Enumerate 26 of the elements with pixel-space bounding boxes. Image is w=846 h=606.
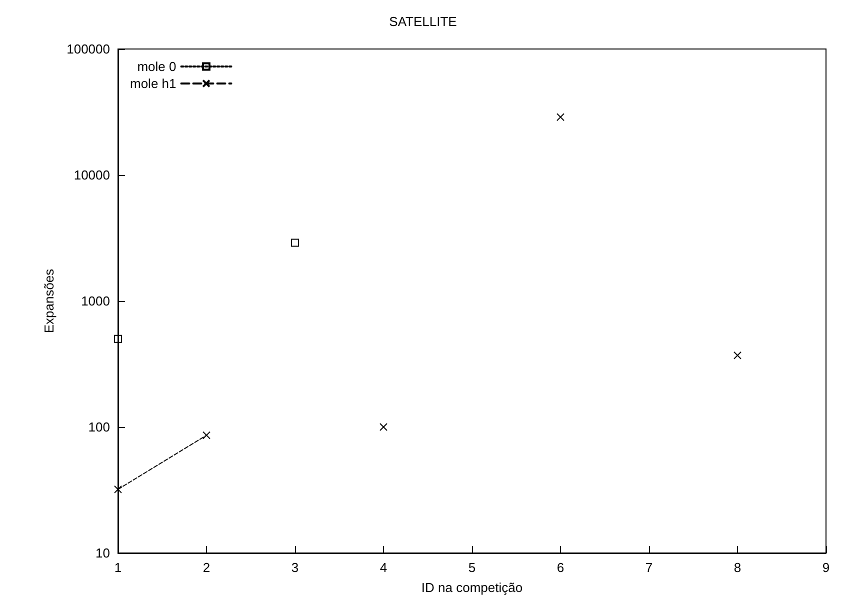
x-tick-label: 7 (645, 560, 653, 575)
y-tick-label: 10000 (74, 168, 110, 182)
point (291, 238, 299, 247)
y-tick-label: 100 (88, 420, 110, 434)
y-tick-label: 100000 (66, 42, 110, 56)
point (734, 351, 742, 360)
x-tick-label: 6 (556, 560, 564, 575)
point (202, 431, 210, 440)
point (114, 334, 122, 343)
legend-label: mole 0 (137, 59, 176, 74)
x-axis-title: ID na competição (421, 580, 523, 595)
y-tick-label: 10 (96, 546, 110, 560)
point (114, 485, 122, 494)
x-tick-label: 4 (380, 560, 388, 575)
x-tick-label: 9 (822, 560, 830, 575)
y-tick-label: 1000 (81, 294, 110, 308)
chart-title: SATELLITE (389, 14, 458, 29)
x-tick-label: 5 (468, 560, 476, 575)
point (380, 423, 388, 431)
point (556, 113, 564, 122)
x-tick-label: 1 (114, 560, 122, 575)
x-tick-label: 3 (291, 560, 299, 575)
legend-label: mole h1 (130, 76, 176, 91)
x-tick-label: 2 (202, 560, 210, 575)
y-axis-title: Expansões (42, 268, 57, 334)
x-tick-label: 8 (734, 560, 742, 575)
